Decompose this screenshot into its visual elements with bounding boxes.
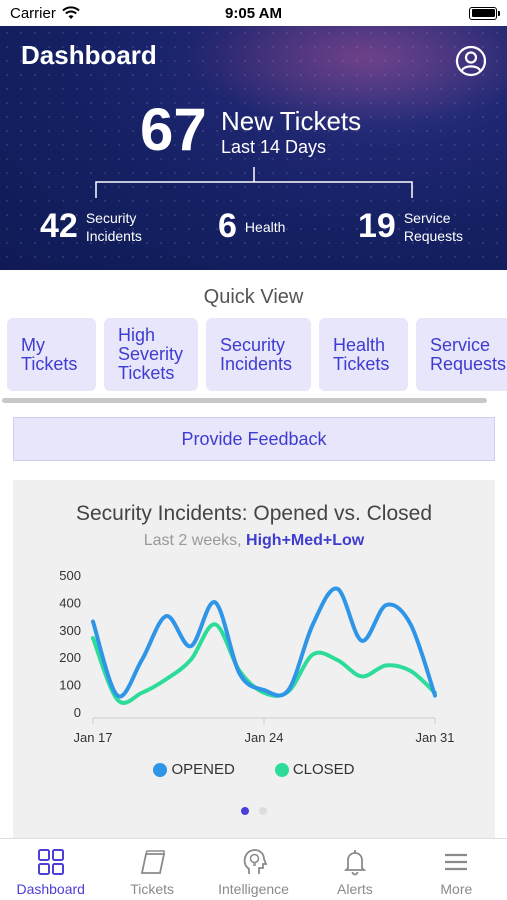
x-tick-label: Jan 24: [244, 730, 283, 745]
quick-view-security-incidents[interactable]: Security Incidents: [206, 318, 311, 391]
tab-bar: Dashboard Tickets Intelligence Alerts Mo…: [0, 838, 507, 900]
profile-icon[interactable]: [455, 45, 487, 77]
y-tick-label: 300: [59, 623, 81, 638]
status-left: Carrier: [10, 5, 80, 22]
tab-intelligence[interactable]: Intelligence: [203, 839, 304, 900]
tab-alerts[interactable]: Alerts: [304, 839, 405, 900]
y-tick-label: 200: [59, 650, 81, 665]
stat-label: Security Incidents: [85, 209, 142, 244]
legend-dot-opened: [153, 762, 168, 777]
chart-subtitle: Last 2 weeks, High+Med+Low: [13, 532, 495, 550]
tab-label: Alerts: [337, 881, 373, 897]
quick-view-title: Quick View: [203, 286, 304, 308]
tab-label: Dashboard: [16, 881, 85, 897]
bell-icon: [343, 850, 367, 876]
chart-subtitle-prefix: Last 2 weeks,: [143, 532, 247, 549]
legend-label: CLOSED: [292, 761, 355, 778]
tickets-icon: [141, 850, 166, 874]
chart-legend: OPENED CLOSED: [13, 761, 495, 778]
x-tick-label: Jan 17: [73, 730, 112, 745]
chart-title: Security Incidents: Opened vs. Closed: [75, 502, 432, 525]
bracket-divider: [95, 167, 413, 198]
pager-dot-1[interactable]: [241, 807, 249, 815]
menu-icon: [445, 853, 468, 871]
grid-icon: [37, 849, 64, 875]
total-tickets-label: New Tickets: [221, 106, 362, 136]
tab-dashboard[interactable]: Dashboard: [0, 839, 101, 900]
chart-pager[interactable]: [13, 807, 495, 815]
quick-view-my-tickets[interactable]: My Tickets: [7, 318, 96, 391]
quick-view-health-tickets[interactable]: Health Tickets: [319, 318, 408, 391]
y-tick-label: 0: [74, 705, 81, 720]
y-tick-label: 500: [59, 568, 81, 583]
tab-label: Intelligence: [218, 881, 289, 897]
status-bar: Carrier 9:05 AM: [0, 0, 507, 26]
provide-feedback-button[interactable]: Provide Feedback: [13, 417, 495, 461]
tab-label: Tickets: [130, 881, 175, 897]
y-tick-label: 400: [59, 595, 81, 610]
stat-security-incidents[interactable]: 42 Security Incidents: [40, 207, 142, 246]
chart-severity-filter[interactable]: High+Med+Low: [246, 532, 365, 549]
quick-view-high-severity[interactable]: High Severity Tickets: [104, 318, 198, 391]
legend-opened[interactable]: OPENED: [153, 761, 235, 778]
stat-label: Health: [244, 218, 286, 235]
series-line-closed: [91, 622, 437, 705]
tab-more[interactable]: More: [406, 839, 507, 900]
pager-dot-2[interactable]: [259, 807, 267, 815]
quick-view-scrollbar[interactable]: [2, 398, 487, 403]
x-tick-label: Jan 31: [415, 730, 454, 745]
series-line-opened: [91, 586, 437, 699]
dashboard-header: Dashboard 67 New Tickets Last 14 Days 42…: [0, 26, 507, 270]
tab-tickets[interactable]: Tickets: [101, 839, 202, 900]
period-label: Last 14 Days: [221, 137, 327, 157]
stat-label: Service Requests: [403, 209, 463, 244]
tab-label: More: [440, 881, 473, 897]
legend-label: OPENED: [171, 761, 235, 778]
legend-closed[interactable]: CLOSED: [274, 761, 355, 778]
battery-icon: [469, 6, 500, 20]
line-chart: 0 100 200 300 400 500 Jan 17 Jan 24 Jan 31: [59, 568, 454, 745]
head-bulb-icon: [243, 849, 267, 874]
stat-health[interactable]: 6 Health: [218, 207, 285, 246]
stat-service-requests[interactable]: 19 Service Requests: [358, 207, 463, 246]
stat-value: 6: [218, 207, 237, 245]
y-tick-label: 100: [59, 678, 81, 693]
legend-dot-closed: [274, 762, 289, 777]
stat-value: 42: [40, 207, 78, 245]
wifi-icon: [62, 6, 80, 19]
quick-view-carousel[interactable]: My Tickets High Severity Tickets Securit…: [7, 318, 507, 391]
total-tickets-count: 67: [140, 96, 207, 163]
chart-card: Security Incidents: Opened vs. Closed La…: [13, 480, 495, 840]
quick-view-service-requests[interactable]: Service Requests: [416, 318, 507, 391]
stat-value: 19: [358, 207, 396, 245]
carrier-label: Carrier: [10, 4, 56, 22]
page-title: Dashboard: [21, 40, 157, 70]
